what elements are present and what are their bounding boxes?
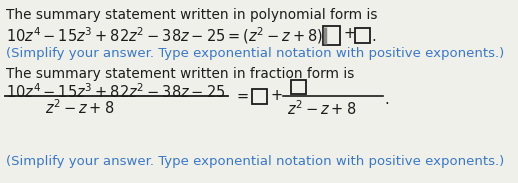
Text: =: = [236, 89, 248, 104]
Text: The summary statement written in polynomial form is: The summary statement written in polynom… [6, 8, 378, 22]
Text: $10z^4-15z^3+82z^2-38z-25=(z^2-z+8)$: $10z^4-15z^3+82z^2-38z-25=(z^2-z+8)$ [6, 25, 323, 46]
Text: +: + [270, 89, 282, 104]
FancyBboxPatch shape [323, 26, 340, 45]
FancyBboxPatch shape [291, 80, 306, 94]
Text: (Simplify your answer. Type exponential notation with positive exponents.): (Simplify your answer. Type exponential … [6, 155, 504, 168]
Text: $10z^4-15z^3+82z^2-38z-25$: $10z^4-15z^3+82z^2-38z-25$ [6, 82, 225, 101]
FancyBboxPatch shape [355, 28, 370, 43]
Text: .: . [371, 29, 376, 44]
Text: The summary statement written in fraction form is: The summary statement written in fractio… [6, 67, 354, 81]
Text: $+$: $+$ [343, 26, 356, 41]
Text: .: . [384, 92, 388, 107]
Text: (Simplify your answer. Type exponential notation with positive exponents.): (Simplify your answer. Type exponential … [6, 47, 504, 60]
Text: $z^2-z+8$: $z^2-z+8$ [45, 98, 114, 117]
Text: $z^2-z+8$: $z^2-z+8$ [287, 99, 356, 118]
FancyBboxPatch shape [252, 89, 267, 104]
